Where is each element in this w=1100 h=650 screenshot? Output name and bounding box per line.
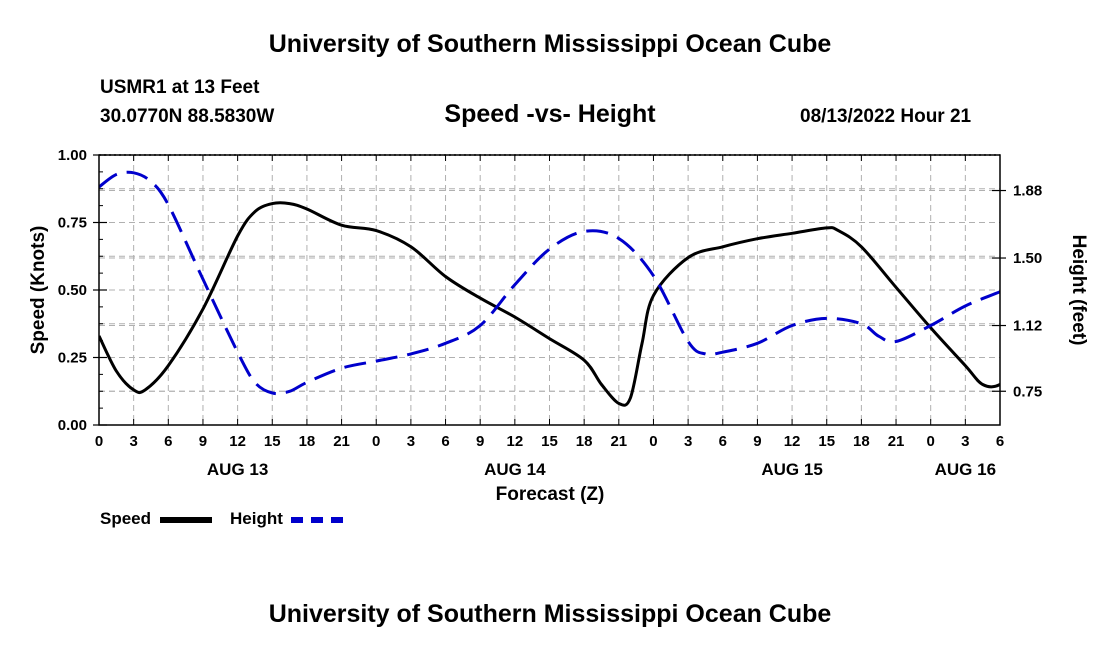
legend-height-swatch [291,517,343,523]
x-tick-label: 12 [229,433,246,450]
y-tick-label: 0.00 [58,417,87,434]
legend-speed-label: Speed [100,509,152,528]
x-tick-label: 3 [961,433,969,450]
y2-tick-label: 1.12 [1013,318,1042,335]
station-label: USMR1 at 13 Feet [100,77,260,98]
x-tick-label: 0 [372,433,380,450]
legend-height-label: Height [230,509,283,528]
x-tick-label: 3 [684,433,692,450]
y2-tick-label: 1.50 [1013,250,1042,267]
x-tick-label: 6 [441,433,449,450]
x-tick-label: 21 [610,433,627,450]
x-tick-label: 3 [129,433,137,450]
series-line-speed [99,201,1000,407]
x-day-label: AUG 13 [207,460,268,479]
x-day-label: AUG 14 [484,460,546,479]
x-tick-label: 18 [853,433,870,450]
x-tick-label: 12 [507,433,524,450]
x-tick-label: 18 [299,433,316,450]
x-tick-label: 6 [996,433,1004,450]
x-tick-label: 0 [927,433,935,450]
x-tick-label: 9 [199,433,207,450]
x-tick-label: 0 [649,433,657,450]
run-time-label: 08/13/2022 Hour 21 [800,106,972,127]
y-tick-label: 1.00 [58,147,87,164]
y-tick-label: 0.50 [58,282,87,299]
grid-lines [99,154,1000,425]
x-tick-label: 15 [541,433,558,450]
axes: 0 3 6 9 12 15 18 21 0 3 6 9 12 15 18 21 0 3 6 9 12 15 18 21 0 3 6 0… [28,147,1089,505]
series-layer [99,170,1000,407]
y-tick-label: 0.75 [58,215,87,232]
x-tick-label: 21 [888,433,905,450]
chart-title: University of Southern Mississippi Ocean… [268,30,832,58]
footer-title: University of Southern Mississippi Ocean… [268,600,832,628]
x-tick-label: 12 [784,433,801,450]
station-coordinates: 30.0770N 88.5830W [100,106,275,127]
y-tick-label: 0.25 [58,350,87,367]
x-tick-label: 6 [719,433,727,450]
x-tick-label: 0 [95,433,103,450]
x-day-label: AUG 16 [935,460,996,479]
x-tick-label: 3 [407,433,415,450]
chart-subtitle: Speed -vs- Height [444,100,656,128]
y-axis-title: Speed (Knots) [28,226,49,355]
x-axis-title: Forecast (Z) [496,484,605,505]
x-tick-label: 15 [264,433,281,450]
y2-tick-label: 0.75 [1013,383,1042,400]
legend-speed-swatch [160,517,212,523]
series-line-height [99,170,1000,396]
x-tick-label: 15 [818,433,835,450]
x-day-label: AUG 15 [761,460,822,479]
x-tick-label: 6 [164,433,172,450]
x-tick-label: 9 [753,433,761,450]
y2-axis-title: Height (feet) [1068,235,1089,346]
x-tick-label: 18 [576,433,593,450]
x-tick-label: 21 [333,433,350,450]
y2-tick-label: 1.88 [1013,183,1042,200]
x-tick-label: 9 [476,433,484,450]
